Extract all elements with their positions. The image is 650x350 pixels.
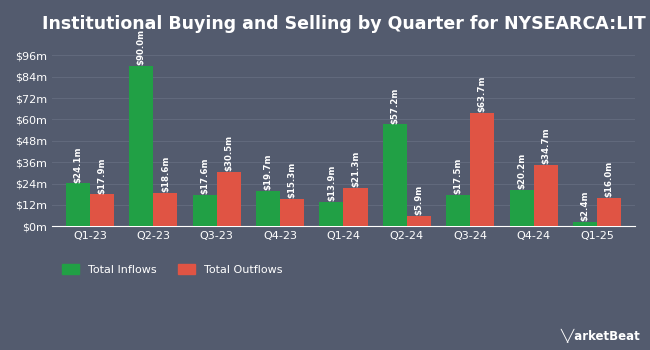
Bar xyxy=(343,188,367,226)
Text: $24.1m: $24.1m xyxy=(73,146,83,182)
Bar xyxy=(256,191,280,226)
Title: Institutional Buying and Selling by Quarter for NYSEARCA:LIT: Institutional Buying and Selling by Quar… xyxy=(42,15,645,33)
Text: $30.5m: $30.5m xyxy=(224,135,233,171)
Text: $17.5m: $17.5m xyxy=(454,158,463,194)
Bar xyxy=(216,172,241,226)
Text: $90.0m: $90.0m xyxy=(137,29,146,65)
Text: $21.3m: $21.3m xyxy=(351,151,360,188)
Bar xyxy=(573,222,597,226)
Text: $20.2m: $20.2m xyxy=(517,153,526,189)
Bar xyxy=(153,193,177,226)
Text: $5.9m: $5.9m xyxy=(415,185,423,215)
Bar xyxy=(192,195,216,226)
Text: $34.7m: $34.7m xyxy=(541,127,550,164)
Text: $2.4m: $2.4m xyxy=(580,191,590,221)
Text: $18.6m: $18.6m xyxy=(161,156,170,192)
Bar xyxy=(446,195,470,226)
Bar xyxy=(597,198,621,226)
Text: $13.9m: $13.9m xyxy=(327,164,336,201)
Bar xyxy=(90,195,114,226)
Text: $63.7m: $63.7m xyxy=(478,76,487,112)
Text: ╲╱arketBeat: ╲╱arketBeat xyxy=(560,329,640,343)
Text: $16.0m: $16.0m xyxy=(604,161,614,197)
Text: $57.2m: $57.2m xyxy=(390,87,399,124)
Bar xyxy=(280,199,304,226)
Bar xyxy=(534,164,558,226)
Text: $19.7m: $19.7m xyxy=(264,154,272,190)
Bar xyxy=(66,183,90,226)
Bar xyxy=(510,190,534,226)
Legend: Total Inflows, Total Outflows: Total Inflows, Total Outflows xyxy=(58,260,287,279)
Bar xyxy=(383,125,407,226)
Text: $17.9m: $17.9m xyxy=(98,157,107,194)
Bar xyxy=(319,202,343,226)
Text: $17.6m: $17.6m xyxy=(200,158,209,194)
Bar xyxy=(407,216,431,226)
Text: $15.3m: $15.3m xyxy=(288,162,296,198)
Bar xyxy=(470,113,494,226)
Bar xyxy=(129,66,153,226)
